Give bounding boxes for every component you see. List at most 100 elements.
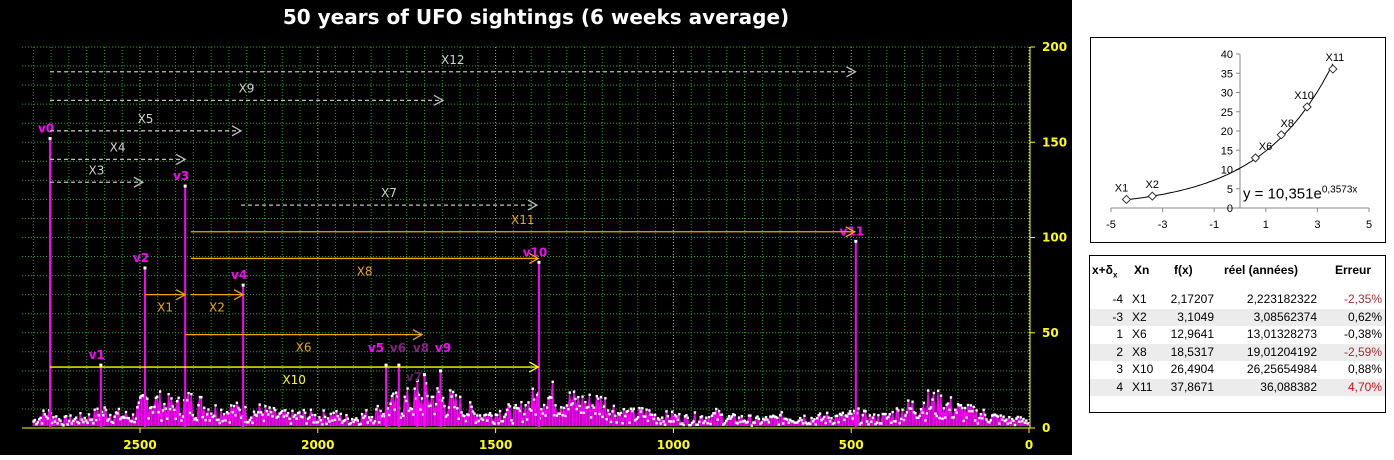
series-point [865,420,869,423]
series-point [678,413,681,416]
cell-reel: 13,01328273 [1246,327,1317,341]
series-point [1002,415,1005,418]
series-point [703,419,707,423]
series-point [928,407,931,410]
series-point [941,417,944,420]
series-point [382,412,385,416]
series-point [762,417,765,421]
series-point [524,404,527,407]
series-point [976,422,980,425]
series-point [281,409,284,413]
table-row: -4 X1 2,17207 2,223182322 -2,35% [1090,291,1385,308]
series-point [561,414,564,417]
series-point [716,418,719,421]
series-point [63,415,67,418]
series-point [688,423,691,427]
series-point [622,408,626,411]
series-point [838,412,842,416]
series-point [214,404,217,407]
series-point [163,402,166,406]
series-point [683,415,687,418]
cell-x: 1 [1116,327,1123,341]
series-point [614,414,617,418]
series-point [486,419,489,422]
series-point [406,387,409,390]
series-point [877,414,880,417]
chart-title: 50 years of UFO sightings (6 weeks avera… [282,5,790,29]
series-point [853,409,856,413]
series-point [376,404,379,408]
peak-point [397,363,401,367]
series-point [358,423,361,426]
series-point [511,422,515,425]
series-point [803,414,806,417]
y-tick-label: 50 [1042,326,1059,340]
series-point [698,420,701,424]
series-point [286,411,290,415]
series-point [959,404,963,407]
series-point [709,422,712,426]
peak-label: v10 [523,245,548,259]
inset-x-tick-label: -5 [1106,219,1116,231]
series-point [424,382,428,385]
arrow-head [233,289,245,301]
inset-point-label: X8 [1281,118,1294,130]
series-point [542,403,546,407]
series-point [649,413,653,416]
arrow-label: X9 [239,81,255,95]
series-point [651,413,654,416]
series-point [372,421,375,425]
series-point [368,416,371,419]
series-point [880,422,883,425]
series-point [878,422,882,425]
series-point [359,422,362,426]
series-point [736,422,739,425]
x-tick-label: 500 [839,438,864,452]
series-point [436,387,439,390]
series-point [907,399,910,402]
series-point [988,421,991,424]
series-point [1013,423,1017,427]
series-point [56,422,59,425]
series-point [605,417,608,421]
series-point [615,421,618,424]
series-point [282,415,286,418]
series-point [972,405,975,409]
table-row: 3 X10 26,4904 26,25654984 0,88% [1090,361,1385,378]
series-point [168,407,172,411]
series-point [422,413,425,416]
series-point [161,409,165,412]
series-point [642,415,645,418]
series-point [345,413,348,417]
series-point [935,414,938,418]
series-point [305,422,308,425]
series-point [858,423,862,426]
equation-base: y = 10,351e [1243,185,1322,202]
series-point [584,400,587,404]
series-point [173,408,176,411]
series-point [156,395,159,399]
series-point [648,409,651,412]
peak-label: v0 [38,121,54,135]
cell-xn: X8 [1132,344,1147,359]
series-point [770,415,773,419]
inset-y-tick-label: 0 [1227,203,1233,215]
series-point [820,418,823,422]
series-point [335,410,338,413]
series-point [981,417,984,420]
series-point [53,420,57,423]
series-point [453,405,456,409]
series-point [265,409,268,413]
series-point [733,413,736,417]
series-point [525,418,529,421]
series-point [392,392,395,395]
inset-y-tick-label: 30 [1221,88,1233,100]
peak-label: v4 [231,268,247,282]
inset-x-tick-label: -1 [1209,219,1219,231]
series-point [552,413,556,417]
inset-point-label: X1 [1115,182,1128,194]
series-point [870,420,873,424]
series-point [457,417,461,420]
series-point [645,408,648,411]
